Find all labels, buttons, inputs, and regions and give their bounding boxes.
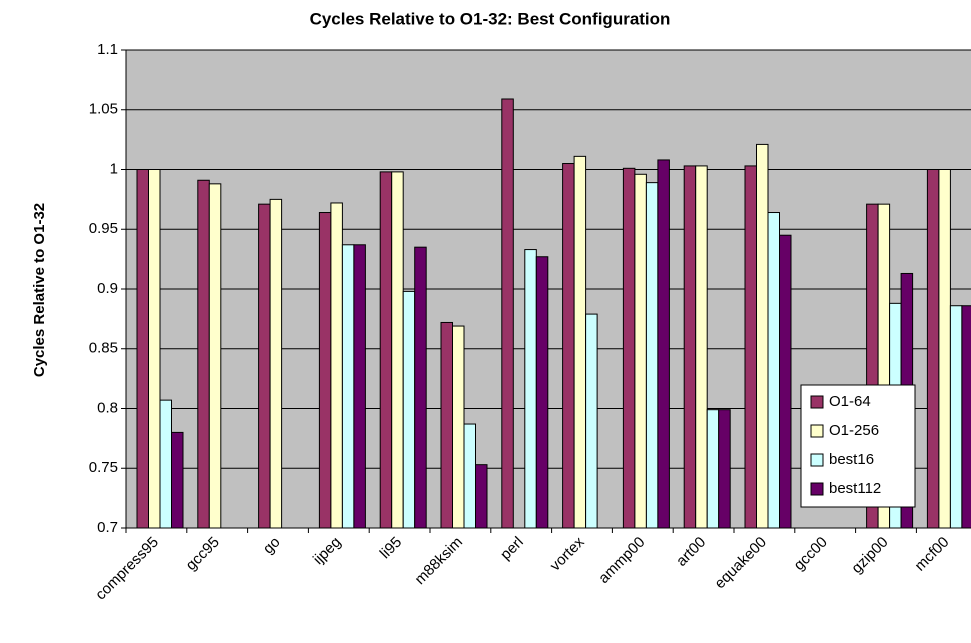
bar (148, 169, 161, 529)
bar (961, 305, 971, 529)
y-tick-label: 1.05 (89, 101, 118, 118)
bar (622, 167, 636, 529)
y-tick-label: 1.1 (97, 41, 118, 58)
y-axis-label: Cycles Relative to O1-32 (31, 203, 48, 377)
bar (463, 423, 476, 529)
y-tick-label: 0.7 (97, 519, 118, 536)
bar (634, 173, 647, 529)
legend-label: O1-64 (829, 393, 871, 410)
y-tick-label: 1 (110, 160, 118, 177)
bar (318, 212, 332, 529)
bar (718, 409, 731, 529)
legend-swatch (810, 424, 824, 438)
bar (706, 409, 720, 529)
bar (779, 234, 792, 529)
bar (938, 169, 951, 529)
legend-label: best112 (829, 480, 881, 497)
bar (645, 182, 659, 529)
bar (585, 313, 598, 529)
x-tick-label: gzip00 (848, 534, 891, 577)
x-tick-label: art00 (673, 534, 709, 570)
bar (657, 159, 670, 529)
bar (258, 203, 271, 529)
bar (269, 198, 283, 529)
bar (414, 246, 427, 529)
legend-swatch (810, 395, 824, 409)
x-tick-label: li95 (377, 534, 406, 563)
bar (159, 399, 172, 529)
bar (926, 169, 940, 529)
y-tick-label: 0.75 (89, 459, 118, 476)
bar (440, 321, 453, 529)
bar (501, 98, 514, 529)
bar (391, 171, 404, 529)
bar (171, 431, 184, 529)
bar (524, 249, 537, 529)
x-tick-label: perl (497, 534, 527, 564)
bar (136, 169, 149, 529)
legend-swatch (810, 482, 824, 496)
bar (208, 183, 222, 529)
bar (402, 290, 416, 529)
x-tick-label: gcc00 (791, 534, 831, 574)
x-tick-label: compress95 (92, 534, 162, 604)
x-tick-label: ijpeg (310, 534, 344, 568)
x-tick-label: ammp00 (595, 534, 648, 587)
bar (756, 143, 769, 529)
chart-title: Cycles Relative to O1-32: Best Configura… (310, 9, 671, 28)
bar (744, 165, 757, 529)
legend-label: best16 (829, 451, 874, 468)
legend-label: O1-256 (829, 422, 879, 439)
bar (695, 165, 708, 529)
x-tick-label: equake00 (711, 534, 770, 593)
bar (341, 244, 355, 529)
x-tick-label: gcc95 (183, 534, 223, 574)
bar (197, 179, 210, 529)
bar (573, 155, 587, 529)
x-tick-label: mcf00 (912, 534, 953, 575)
bar (535, 256, 549, 529)
bar (683, 165, 697, 529)
bar (949, 305, 963, 529)
legend-swatch (810, 453, 824, 467)
x-tick-label: vortex (547, 533, 588, 574)
bar (475, 464, 488, 529)
bar (562, 163, 575, 529)
y-tick-label: 0.85 (89, 340, 118, 357)
x-tick-label: go (260, 534, 284, 558)
x-tick-label: m88ksim (412, 534, 466, 588)
bar (379, 171, 393, 529)
bar (330, 202, 343, 529)
bar (767, 212, 780, 529)
y-tick-label: 0.95 (89, 220, 118, 237)
bar (353, 244, 366, 529)
y-tick-label: 0.9 (97, 280, 118, 297)
bar (452, 325, 465, 529)
y-tick-label: 0.8 (97, 399, 118, 416)
